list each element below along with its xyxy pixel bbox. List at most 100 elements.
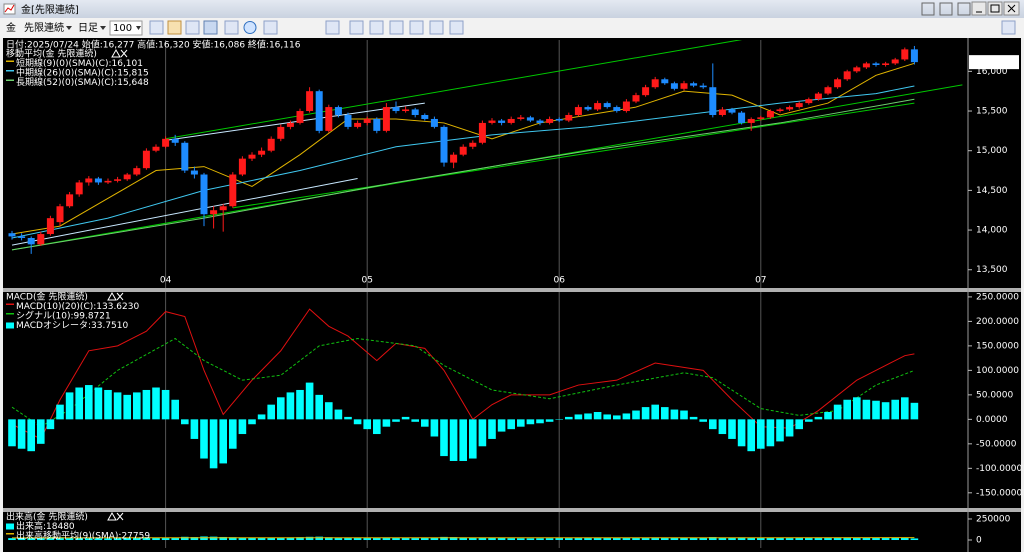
app-icon-line — [4, 4, 15, 13]
period-select[interactable]: 日足 — [78, 22, 98, 34]
dropdown-arrow[interactable] — [66, 26, 72, 30]
symbol-label[interactable]: 金 — [6, 21, 16, 34]
pin-button[interactable] — [921, 2, 935, 16]
bar — [651, 537, 659, 541]
tool-icon[interactable] — [325, 20, 340, 35]
bar — [881, 402, 890, 420]
dropdown-arrow[interactable] — [100, 26, 106, 30]
bar — [440, 536, 448, 541]
legend-swatch — [6, 60, 14, 62]
legend-title: MACD(金 先限連続) — [6, 291, 88, 303]
last-price-box — [969, 55, 1019, 70]
candle-body — [162, 138, 170, 147]
candle-body — [296, 111, 304, 123]
candle-body — [248, 154, 256, 159]
window-buttons[interactable] — [921, 1, 1020, 16]
bar — [776, 537, 784, 541]
count-value[interactable]: 100 — [113, 23, 132, 34]
tool-icon[interactable] — [149, 20, 164, 35]
spin-arrow[interactable] — [136, 26, 141, 30]
bar — [440, 419, 448, 457]
panel-splitter[interactable] — [3, 288, 1021, 292]
tool-icon[interactable] — [349, 20, 364, 35]
candle-body — [814, 93, 822, 100]
candle-body — [411, 109, 419, 115]
bar — [142, 537, 151, 541]
tool-icon[interactable] — [167, 20, 182, 35]
candle-body — [66, 194, 74, 207]
trend-line — [11, 177, 358, 246]
legend-swatch — [6, 313, 14, 315]
bar — [392, 419, 400, 422]
tool-icon[interactable] — [449, 20, 464, 35]
y-tick-label: 0.0000 — [976, 415, 1008, 425]
copy-button[interactable] — [957, 2, 971, 16]
tool-icon[interactable] — [203, 20, 218, 35]
legend-entry: 出来高移動平均(9)(SMA):27759 — [16, 530, 150, 542]
tool-icon[interactable] — [243, 21, 257, 34]
bar — [632, 410, 640, 420]
link-button[interactable] — [939, 2, 953, 16]
tool-icon[interactable] — [409, 20, 424, 35]
bar — [229, 537, 237, 541]
bar — [75, 537, 83, 541]
bar — [478, 419, 487, 447]
bar — [814, 416, 823, 420]
legend-entry: 長期線(52)(0)(SMA)(C):15,648 — [16, 76, 149, 88]
contract-select[interactable]: 先限連続 — [24, 21, 64, 34]
bar — [641, 407, 650, 420]
count-input[interactable] — [109, 20, 143, 36]
bar — [613, 537, 621, 541]
candle-body — [603, 103, 611, 108]
bar — [104, 389, 112, 420]
bar — [603, 537, 611, 541]
legend-swatch — [6, 303, 14, 305]
candle-body — [210, 210, 218, 215]
bar — [219, 419, 227, 464]
bar — [65, 537, 74, 541]
bar — [459, 537, 467, 541]
toolbar-icons[interactable] — [149, 20, 1016, 35]
bar — [805, 419, 813, 422]
tool-icon[interactable] — [429, 20, 444, 35]
candle-body — [459, 146, 467, 155]
bar — [65, 392, 74, 420]
candle-body — [632, 95, 640, 102]
legend-entry: MACDオシレータ:33.7510 — [16, 320, 129, 331]
tool-icon[interactable] — [185, 20, 200, 35]
bar — [8, 538, 16, 541]
bar — [881, 537, 890, 541]
candle-body — [171, 138, 179, 143]
close-glyph — [1007, 4, 1016, 13]
bar — [718, 537, 727, 541]
candle-body — [344, 114, 352, 127]
candle-body — [901, 49, 909, 60]
y-tick-label: 200.0000 — [976, 317, 1019, 327]
bar — [526, 538, 535, 541]
candle-body — [469, 142, 477, 147]
candle-body — [536, 120, 544, 123]
tool-icon[interactable] — [389, 20, 404, 35]
tool-icon[interactable] — [1001, 20, 1016, 35]
maximize-button[interactable] — [987, 1, 1003, 16]
bar — [757, 537, 765, 541]
tool-icon[interactable] — [369, 20, 384, 35]
candle-body — [738, 112, 746, 123]
bar — [37, 537, 45, 541]
panel-splitter[interactable] — [3, 508, 1021, 512]
candle-body — [8, 233, 16, 237]
bar — [305, 536, 314, 541]
minimize-button[interactable] — [971, 1, 987, 16]
tool-icon[interactable] — [263, 20, 278, 35]
candle-body — [152, 146, 160, 151]
candle-body — [747, 118, 755, 123]
bar — [709, 419, 717, 430]
y-tick-label: -150.0000 — [976, 488, 1022, 498]
candle-body — [805, 99, 813, 104]
panel-plot — [8, 292, 919, 508]
bar — [680, 537, 688, 541]
tool-icon[interactable] — [224, 20, 239, 35]
y-tick-label: 14,500 — [976, 186, 1008, 196]
bar — [795, 419, 803, 430]
